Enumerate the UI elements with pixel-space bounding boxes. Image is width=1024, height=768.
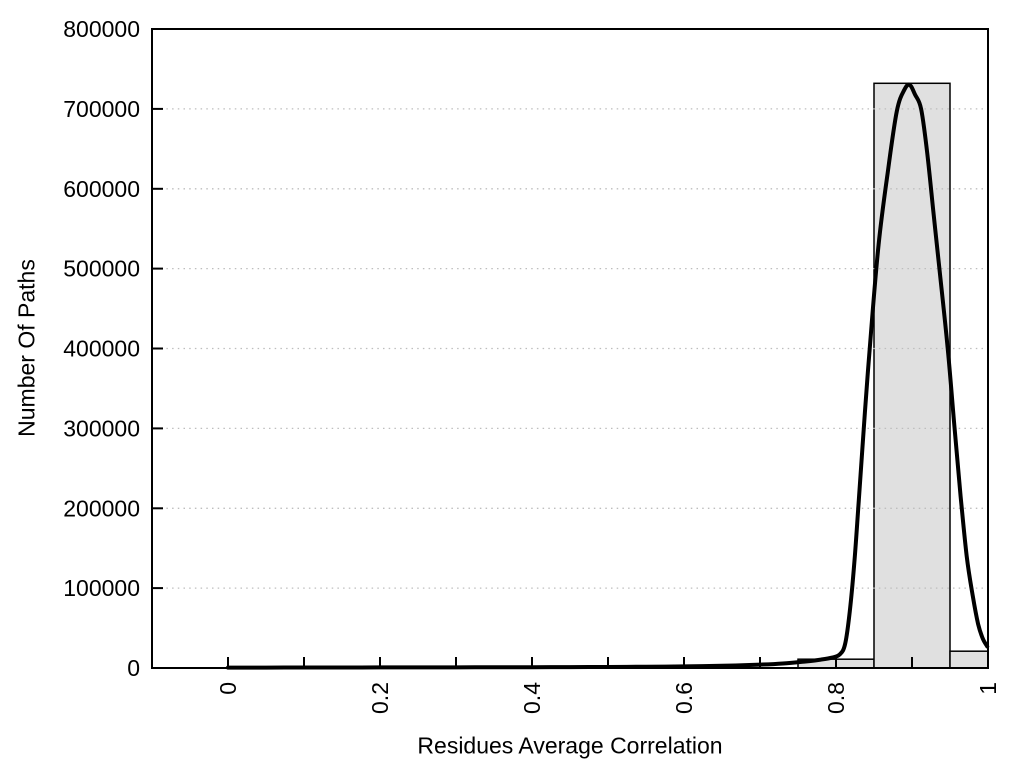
x-tick-label: 1 (975, 682, 1001, 695)
y-tick-label: 300000 (63, 415, 140, 441)
x-tick-label: 0.6 (671, 682, 697, 714)
y-tick-label: 200000 (63, 495, 140, 521)
x-tick-label: 0 (215, 682, 241, 695)
x-tick-label: 0.2 (367, 682, 393, 714)
y-tick-label: 0 (127, 655, 140, 681)
y-tick-label: 500000 (63, 256, 140, 282)
y-tick-label: 700000 (63, 96, 140, 122)
plot-border (151, 28, 989, 669)
y-tick-label: 400000 (63, 336, 140, 362)
y-axis-title: Number Of Paths (13, 259, 40, 437)
y-tick-label: 800000 (63, 16, 140, 42)
x-tick-label: 0.4 (519, 682, 545, 714)
x-axis-title: Residues Average Correlation (417, 732, 723, 759)
histogram-bar (949, 650, 989, 669)
histogram-bar (873, 82, 951, 669)
y-tick-label: 100000 (63, 575, 140, 601)
x-tick-label: 0.8 (823, 682, 849, 714)
y-tick-label: 600000 (63, 176, 140, 202)
